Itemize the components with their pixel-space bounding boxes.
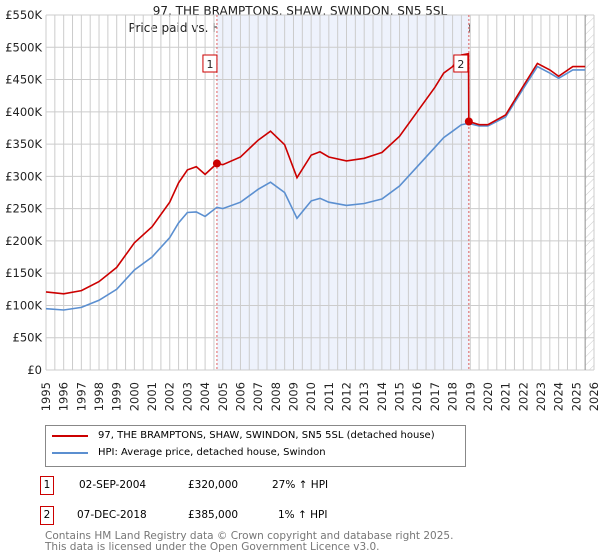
- transaction-row: 1 02-SEP-2004 £320,000 27% ↑ HPI: [40, 476, 445, 496]
- x-tick-label: 2007: [251, 382, 265, 411]
- x-tick-label: 1997: [74, 382, 88, 411]
- x-tick-label: 2013: [357, 382, 371, 411]
- y-tick-label: £550K: [5, 8, 42, 22]
- x-tick-label: 1998: [92, 382, 106, 411]
- x-tick-label: 2003: [180, 382, 194, 411]
- x-tick-label: 2009: [286, 382, 300, 411]
- sale-point: [212, 159, 221, 168]
- y-tick-label: £500K: [5, 40, 42, 54]
- transaction-price: £320,000: [188, 479, 239, 491]
- x-tick-label: 2012: [340, 382, 354, 411]
- x-tick-label: 2014: [375, 382, 389, 411]
- x-tick-label: 2017: [428, 382, 442, 411]
- legend: 97, THE BRAMPTONS, SHAW, SWINDON, SN5 5S…: [45, 425, 466, 467]
- forecast-hatch: [585, 15, 594, 370]
- x-tick-label: 2006: [233, 382, 247, 411]
- x-tick-label: 2010: [304, 382, 318, 411]
- footer-licence: This data is licensed under the Open Gov…: [45, 541, 380, 553]
- transaction-date: 02-SEP-2004: [79, 479, 147, 491]
- y-tick-label: £200K: [5, 234, 42, 248]
- transaction-badge: 2: [40, 506, 54, 525]
- x-tick-label: 2018: [446, 382, 460, 411]
- x-tick-label: 2001: [145, 382, 159, 411]
- legend-label: HPI: Average price, detached house, Swin…: [98, 447, 326, 458]
- hpi-line: [45, 65, 586, 311]
- x-tick-label: 2015: [393, 382, 407, 411]
- legend-swatch-red: [52, 434, 88, 437]
- transaction-price: £385,000: [188, 509, 239, 521]
- y-tick-label: £100K: [5, 298, 42, 312]
- legend-swatch-blue: [52, 451, 88, 454]
- x-tick-label: 2023: [534, 382, 548, 411]
- x-tick-label: 2008: [269, 382, 283, 411]
- property-price-line: [45, 52, 586, 295]
- y-tick-label: £250K: [5, 202, 42, 216]
- y-tick-label: £0: [27, 363, 42, 377]
- transaction-hpi: 27% ↑ HPI: [272, 479, 329, 491]
- x-tick-label: 2019: [463, 382, 477, 411]
- x-tick-label: 2016: [410, 382, 424, 411]
- chart: £0 £50K £100K £150K £200K £250K £300K £350K £400…: [5, 8, 600, 411]
- sale-label: 2: [457, 58, 464, 71]
- legend-item-property: 97, THE BRAMPTONS, SHAW, SWINDON, SN5 5S…: [52, 430, 435, 441]
- transaction-date: 07-DEC-2018: [77, 509, 147, 521]
- y-tick-label: £300K: [5, 169, 42, 183]
- sale-period-shade: [216, 15, 469, 370]
- x-tick-label: 2021: [499, 382, 513, 411]
- x-tick-label: 2026: [587, 382, 600, 411]
- legend-item-hpi: HPI: Average price, detached house, Swin…: [52, 447, 326, 458]
- y-tick-label: £450K: [5, 73, 42, 87]
- x-tick-label: 2004: [198, 382, 212, 411]
- sale-label-box: [202, 54, 218, 73]
- y-tick-label: £350K: [5, 137, 42, 151]
- footer: Contains HM Land Registry data © Crown c…: [45, 531, 453, 553]
- x-tick-label: 2025: [569, 382, 583, 411]
- transaction-badge: 1: [40, 476, 54, 495]
- sale-label-box: [453, 54, 469, 73]
- x-tick-label: 2000: [127, 382, 141, 411]
- x-tick-label: 2020: [481, 382, 495, 411]
- transaction-row: 2 07-DEC-2018 £385,000 1% ↑ HPI: [40, 506, 445, 526]
- x-tick-label: 2002: [163, 382, 177, 411]
- transaction-hpi: 1% ↑ HPI: [278, 509, 328, 521]
- y-tick-label: £50K: [13, 331, 43, 345]
- sale-point: [464, 117, 473, 126]
- x-tick-label: 2024: [552, 382, 566, 411]
- footer-copyright: Contains HM Land Registry data © Crown c…: [45, 530, 454, 542]
- y-tick-label: £400K: [5, 105, 42, 119]
- x-tick-label: 2022: [516, 382, 530, 411]
- x-tick-label: 1999: [110, 382, 124, 411]
- y-tick-label: £150K: [5, 266, 42, 280]
- x-tick-label: 1996: [57, 382, 71, 411]
- x-tick-label: 1995: [39, 382, 53, 411]
- x-tick-label: 2011: [322, 382, 336, 411]
- legend-label: 97, THE BRAMPTONS, SHAW, SWINDON, SN5 5S…: [98, 430, 435, 441]
- x-tick-label: 2005: [216, 382, 230, 411]
- sale-label: 1: [206, 58, 213, 71]
